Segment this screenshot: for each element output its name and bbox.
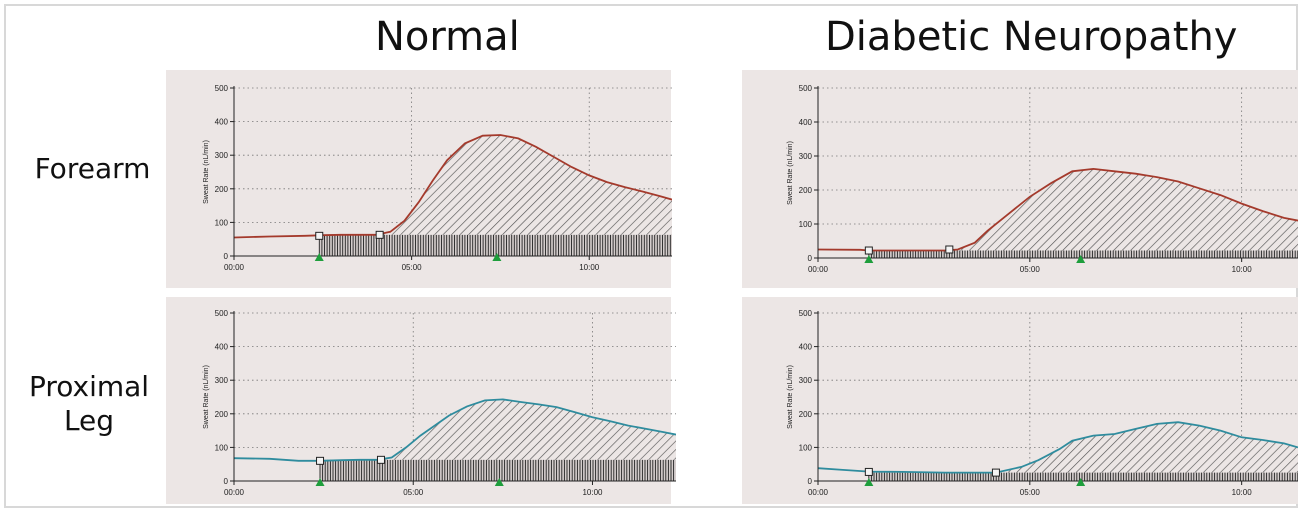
event-marker-triangle	[314, 253, 324, 261]
y-tick-label: 200	[799, 410, 813, 419]
y-axis-label: Sweat Rate (nL/min)	[787, 365, 794, 429]
area-group	[818, 421, 1298, 481]
x-tick-label: 10:00	[579, 263, 600, 272]
series-line	[234, 398, 676, 462]
x-tick-label: 10:00	[1232, 265, 1253, 274]
x-tick-label: 05:00	[1020, 488, 1041, 497]
y-tick-label: 100	[799, 443, 813, 452]
y-axis-label: Sweat Rate (nL/min)	[787, 141, 794, 205]
x-tick-label: 00:00	[224, 488, 245, 497]
square-marker	[991, 468, 1000, 477]
chart-diabetic-forearm: 0 100 200 300 400 500 00:00 05:00 10:00 Sweat Rat…	[742, 70, 1298, 288]
area-group	[234, 398, 676, 481]
row-label-proximal-leg-line-2: Leg	[63, 404, 115, 437]
hatched-area	[319, 135, 672, 235]
event-marker-triangle	[494, 478, 504, 486]
y-tick-label: 500	[799, 309, 813, 318]
area-group	[234, 134, 672, 256]
y-tick-label: 400	[215, 343, 229, 352]
square-marker	[375, 230, 384, 239]
y-tick-label: 200	[215, 410, 229, 419]
y-tick-label: 400	[799, 118, 813, 127]
x-tick-label: 00:00	[224, 263, 245, 272]
baseline-stripes	[319, 459, 675, 481]
y-axis-label: Sweat Rate (nL/min)	[203, 365, 210, 429]
y-tick-label: 300	[215, 376, 229, 385]
row-label-proximal-leg: Proximal Leg	[14, 370, 164, 438]
x-tick-label: 00:00	[808, 488, 829, 497]
y-tick-label: 100	[215, 443, 229, 452]
row-label-forearm: Forearm	[30, 152, 155, 186]
hatched-area	[320, 399, 676, 460]
baseline-stripes	[868, 472, 1298, 481]
x-tick-label: 05:00	[1020, 265, 1041, 274]
row-label-forearm-line-1: Forearm	[34, 152, 151, 185]
column-title-diabetic-neuropathy: Diabetic Neuropathy	[825, 14, 1238, 60]
area-group	[818, 167, 1298, 258]
y-tick-label: 300	[799, 152, 813, 161]
y-axis-label: Sweat Rate (nL/min)	[203, 140, 210, 204]
event-marker-triangle	[1076, 478, 1086, 486]
series-line	[234, 134, 672, 239]
y-tick-label: 200	[215, 185, 229, 194]
x-tick-label: 00:00	[808, 265, 829, 274]
y-tick-label: 500	[215, 309, 229, 318]
x-tick-label: 05:00	[403, 488, 424, 497]
square-marker	[376, 455, 385, 464]
x-tick-label: 10:00	[582, 488, 603, 497]
chart-diabetic-proximal-leg: 0 100 200 300 400 500 00:00 05:00 10:00 Sweat Rat…	[742, 297, 1298, 504]
event-marker-triangle	[315, 478, 325, 486]
square-marker	[945, 245, 954, 254]
x-tick-label: 10:00	[1232, 488, 1253, 497]
y-tick-label: 0	[224, 477, 229, 486]
baseline-block	[319, 234, 672, 256]
square-marker	[864, 246, 873, 255]
y-tick-label: 200	[799, 186, 813, 195]
square-marker	[864, 467, 873, 476]
chart-normal-forearm: 0 100 200 300 400 500 00:00 05:00 10:00 Sweat Rat…	[166, 70, 672, 288]
y-tick-label: 400	[799, 343, 813, 352]
y-tick-label: 0	[808, 477, 813, 486]
y-tick-label: 300	[215, 151, 229, 160]
hatched-area	[868, 168, 1298, 251]
baseline-stripes	[318, 234, 671, 256]
series-line	[818, 167, 1298, 252]
baseline-block	[868, 250, 1298, 258]
x-tick-label: 05:00	[402, 263, 423, 272]
event-marker-triangle	[492, 253, 502, 261]
event-marker-triangle	[864, 255, 874, 263]
y-tick-label: 500	[799, 84, 813, 93]
square-marker	[315, 231, 324, 240]
hatched-area	[868, 422, 1298, 473]
chart-normal-proximal-leg: 0 100 200 300 400 500 00:00 05:00 10:00 Sweat Rat…	[166, 297, 676, 504]
y-tick-label: 500	[215, 84, 229, 93]
baseline-block	[320, 459, 676, 481]
y-tick-label: 300	[799, 376, 813, 385]
y-tick-label: 400	[215, 118, 229, 127]
y-tick-label: 100	[215, 218, 229, 227]
event-marker-triangle	[864, 478, 874, 486]
row-label-proximal-leg-line-1: Proximal	[28, 370, 150, 403]
y-tick-label: 100	[799, 220, 813, 229]
event-marker-triangle	[1076, 255, 1086, 263]
column-title-normal: Normal	[375, 14, 520, 60]
y-tick-label: 0	[808, 254, 813, 263]
baseline-block	[868, 472, 1298, 481]
square-marker	[316, 456, 325, 465]
series-line	[818, 421, 1298, 474]
y-tick-label: 0	[224, 252, 229, 261]
